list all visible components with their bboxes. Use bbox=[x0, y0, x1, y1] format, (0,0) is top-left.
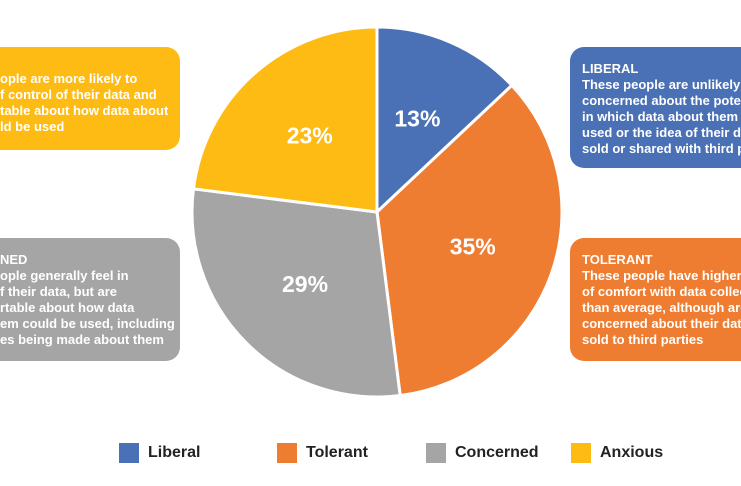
box-line: f control of their data and bbox=[0, 87, 157, 102]
legend-item-anxious: Anxious bbox=[571, 443, 663, 463]
box-line: es being made about them bbox=[0, 332, 164, 347]
box-title: NED bbox=[0, 252, 28, 267]
legend-item-liberal: Liberal bbox=[119, 443, 200, 463]
legend-label: Liberal bbox=[148, 444, 201, 461]
box-title: LIBERAL bbox=[582, 61, 639, 76]
box-line: used or the idea of their da bbox=[582, 125, 741, 140]
legend-swatch bbox=[277, 443, 297, 463]
box-line: ople are more likely to bbox=[0, 71, 138, 86]
legend-swatch bbox=[571, 443, 591, 463]
box-line: ople generally feel in bbox=[0, 268, 129, 283]
box-line: concerned about the poten bbox=[582, 93, 741, 108]
liberal-description-box: LIBERAL These people are unlikely t conc… bbox=[570, 47, 741, 168]
pie-slice-concerned bbox=[190, 187, 402, 399]
box-line: in which data about them c bbox=[582, 109, 741, 124]
box-line: ld be used bbox=[0, 119, 65, 134]
legend-label: Anxious bbox=[600, 444, 664, 461]
pie-slice-tolerant bbox=[375, 83, 564, 398]
box-line: of comfort with data collec bbox=[582, 284, 741, 299]
box-line: These people are unlikely t bbox=[582, 77, 741, 92]
box-line: table about how data about bbox=[0, 103, 169, 118]
box-line: em could be used, including bbox=[0, 316, 175, 331]
box-title: TOLERANT bbox=[582, 252, 653, 267]
pie-slice-anxious bbox=[191, 25, 379, 214]
legend-swatch bbox=[426, 443, 446, 463]
legend-label: Tolerant bbox=[306, 444, 368, 461]
pie-slice-liberal bbox=[375, 25, 514, 216]
anxious-description-box: ople are more likely to f control of the… bbox=[0, 47, 180, 150]
box-line: than average, although are bbox=[582, 300, 741, 315]
legend-label: Concerned bbox=[455, 444, 539, 461]
legend-item-concerned: Concerned bbox=[426, 443, 539, 463]
concerned-description-box: NED ople generally feel in f their data,… bbox=[0, 238, 180, 361]
box-line: concerned about their data bbox=[582, 316, 741, 331]
slice-label-tolerant: 35% bbox=[450, 233, 496, 259]
box-line: rtable about how data bbox=[0, 300, 135, 315]
box-line: These people have higher l bbox=[582, 268, 741, 283]
slice-label-anxious: 23% bbox=[287, 123, 333, 149]
slice-label-liberal: 13% bbox=[394, 106, 440, 132]
tolerant-description-box: TOLERANT These people have higher l of c… bbox=[570, 238, 741, 361]
legend-item-tolerant: Tolerant bbox=[277, 443, 368, 463]
slice-label-concerned: 29% bbox=[282, 271, 328, 297]
box-line: f their data, but are bbox=[0, 284, 118, 299]
box-line: sold or shared with third pa bbox=[582, 141, 741, 156]
box-line: sold to third parties bbox=[582, 332, 704, 347]
legend-swatch bbox=[119, 443, 139, 463]
